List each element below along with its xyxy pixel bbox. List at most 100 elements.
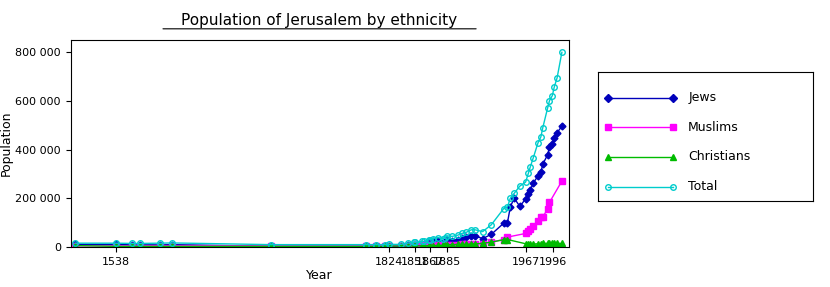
Total bbox=[536, 135, 546, 139]
Total bbox=[552, 76, 562, 79]
Christians bbox=[440, 244, 450, 247]
Total bbox=[478, 230, 488, 233]
Total bbox=[538, 126, 548, 129]
Muslims bbox=[536, 216, 546, 219]
Christians bbox=[447, 243, 457, 246]
Total bbox=[433, 236, 443, 239]
Muslims bbox=[557, 179, 567, 183]
Total bbox=[549, 85, 559, 89]
Jews bbox=[457, 236, 466, 240]
Muslims bbox=[425, 243, 435, 247]
Christians bbox=[428, 244, 438, 247]
Christians bbox=[502, 238, 512, 241]
Christians bbox=[71, 244, 81, 247]
Christians bbox=[437, 244, 447, 247]
Jews bbox=[111, 243, 121, 246]
Total bbox=[135, 242, 145, 245]
Jews bbox=[155, 243, 165, 247]
Jews bbox=[538, 162, 548, 166]
Muslims bbox=[528, 224, 538, 228]
Jews bbox=[409, 243, 419, 247]
Christians bbox=[453, 243, 463, 246]
Christians bbox=[266, 245, 276, 248]
Jews bbox=[266, 245, 276, 248]
Muslims bbox=[486, 240, 496, 244]
Total bbox=[524, 171, 534, 174]
Muslims bbox=[447, 243, 457, 246]
Jews bbox=[433, 239, 443, 243]
Christians bbox=[371, 245, 381, 248]
Jews bbox=[502, 221, 512, 224]
Christians bbox=[525, 243, 535, 246]
Total bbox=[371, 243, 381, 246]
Christians bbox=[361, 245, 371, 248]
Text: Population of Jerusalem by ethnicity: Population of Jerusalem by ethnicity bbox=[182, 13, 457, 28]
Total bbox=[447, 235, 457, 238]
Muslims bbox=[457, 243, 466, 246]
Jews bbox=[536, 171, 546, 174]
Muslims bbox=[461, 243, 471, 246]
Total bbox=[167, 241, 177, 245]
Jews bbox=[499, 222, 509, 225]
Muslims bbox=[433, 243, 443, 247]
Muslims bbox=[155, 244, 165, 247]
Total bbox=[417, 240, 427, 243]
Christians bbox=[461, 243, 471, 246]
Total bbox=[437, 237, 447, 240]
Total bbox=[543, 106, 553, 110]
Jews bbox=[552, 131, 562, 134]
Muslims bbox=[403, 244, 413, 247]
Muslims bbox=[478, 242, 488, 245]
Christians bbox=[396, 244, 406, 248]
Muslims bbox=[135, 244, 145, 248]
Muslims bbox=[371, 244, 381, 248]
Line: Total: Total bbox=[72, 50, 564, 247]
Jews bbox=[167, 243, 177, 246]
Jews bbox=[361, 245, 371, 248]
Muslims bbox=[418, 244, 428, 247]
Christians bbox=[543, 242, 553, 245]
Total bbox=[380, 243, 390, 246]
Jews bbox=[453, 238, 463, 242]
Christians bbox=[403, 244, 413, 248]
Total bbox=[409, 241, 419, 244]
Muslims bbox=[499, 238, 509, 241]
Jews bbox=[533, 174, 543, 177]
Muslims bbox=[127, 244, 137, 248]
Jews bbox=[417, 243, 427, 246]
Jews bbox=[442, 238, 452, 242]
Muslims bbox=[361, 244, 371, 248]
X-axis label: Year: Year bbox=[306, 269, 333, 282]
Jews bbox=[461, 235, 471, 239]
Total bbox=[505, 197, 515, 200]
Jews bbox=[424, 241, 434, 244]
Christians bbox=[499, 238, 509, 241]
Muslims bbox=[437, 243, 447, 247]
Total bbox=[499, 207, 509, 210]
Muslims bbox=[428, 243, 438, 247]
Muslims bbox=[466, 242, 476, 246]
Jews bbox=[543, 153, 553, 157]
Text: Muslims: Muslims bbox=[688, 121, 739, 134]
Christians bbox=[457, 243, 466, 246]
Jews bbox=[509, 197, 519, 200]
Jews bbox=[544, 145, 554, 149]
Total bbox=[428, 237, 438, 240]
Total bbox=[424, 238, 434, 241]
Christians bbox=[380, 245, 390, 248]
Total bbox=[466, 228, 476, 232]
Christians bbox=[155, 245, 165, 248]
Christians bbox=[528, 242, 538, 246]
Christians bbox=[384, 244, 394, 248]
Muslims bbox=[502, 235, 512, 239]
Christians bbox=[524, 242, 534, 246]
Christians bbox=[520, 242, 530, 245]
Muslims bbox=[442, 243, 452, 247]
Jews bbox=[515, 205, 525, 208]
Total bbox=[547, 94, 557, 97]
Christians bbox=[417, 244, 427, 248]
Total bbox=[470, 228, 480, 232]
Christians bbox=[425, 244, 435, 247]
Muslims bbox=[538, 215, 548, 219]
Christians bbox=[547, 241, 557, 245]
